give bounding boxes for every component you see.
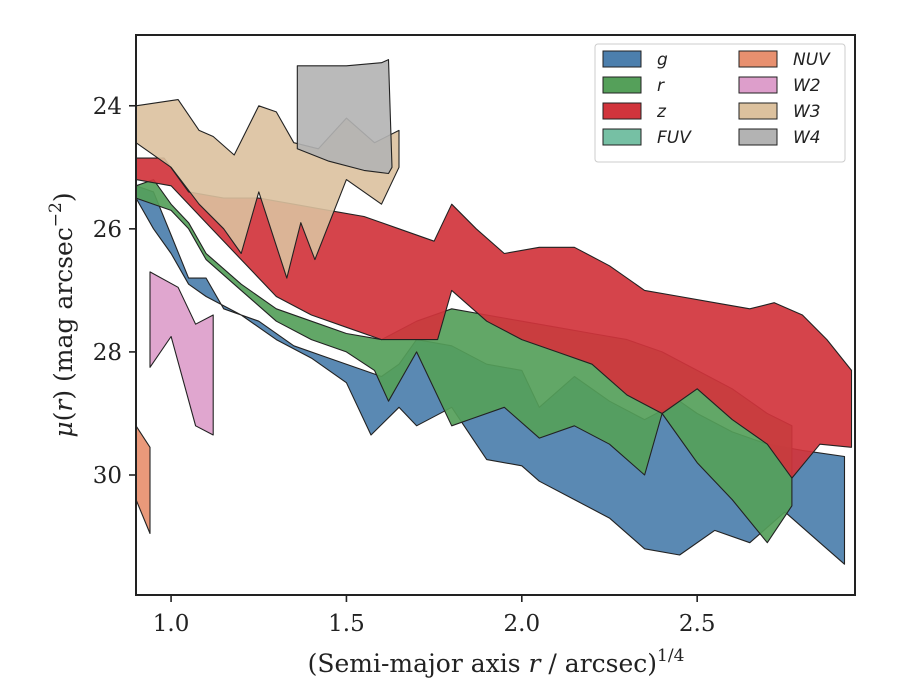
x-tick-label: 2.0 xyxy=(504,611,541,637)
band-nuv xyxy=(135,425,151,535)
legend-label-nuv: NUV xyxy=(793,50,831,70)
y-axis-label: μ(r) (mag arcsec−2) xyxy=(46,192,78,437)
legend-label-z: z xyxy=(656,102,667,122)
profile-bands xyxy=(135,59,853,565)
legend-label-r: r xyxy=(657,76,665,96)
legend-frame xyxy=(594,43,846,163)
legend-swatch-w2 xyxy=(738,76,778,94)
band-w4 xyxy=(296,59,393,175)
legend-label-g: g xyxy=(657,50,668,70)
legend-swatch-w4 xyxy=(738,128,778,146)
x-tick-label: 1.5 xyxy=(328,611,365,637)
legend-label-w2: W2 xyxy=(793,76,821,96)
x-axis: 1.0 1.5 2.0 2.5 xyxy=(153,595,716,637)
y-tick-label: 30 xyxy=(93,463,122,489)
legend-swatch-r xyxy=(602,76,642,94)
legend-label-fuv: FUV xyxy=(657,128,692,148)
legend-swatch-fuv xyxy=(602,128,642,146)
legend-label-w3: W3 xyxy=(793,102,821,122)
y-tick-label: 24 xyxy=(93,94,122,120)
legend-swatch-w3 xyxy=(738,102,778,120)
y-tick-label: 28 xyxy=(93,340,122,366)
band-w2 xyxy=(149,271,214,436)
y-tick-label: 26 xyxy=(93,217,122,243)
legend-swatch-g xyxy=(602,50,642,68)
y-axis: 24 26 28 30 xyxy=(93,94,136,489)
x-tick-label: 1.0 xyxy=(153,611,190,637)
x-tick-label: 2.5 xyxy=(679,611,716,637)
band-r xyxy=(135,179,793,544)
legend: grz FUV NUV W2 W3 W4 xyxy=(594,43,846,163)
plot-frame xyxy=(135,34,856,596)
x-axis-label: (Semi-major axis r / arcsec)1/4 xyxy=(308,646,685,678)
legend-swatch-nuv xyxy=(738,50,778,68)
legend-swatch-z xyxy=(602,102,642,120)
legend-label-w4: W4 xyxy=(793,128,821,148)
